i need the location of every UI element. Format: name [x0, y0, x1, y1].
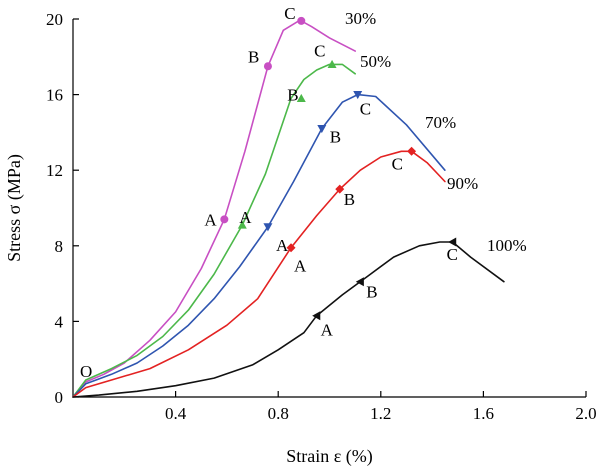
point-label-b: B	[366, 283, 377, 302]
x-tick-label: 0.8	[268, 404, 289, 423]
point-marker-b	[263, 62, 272, 71]
x-axis-title: Strain ε (%)	[286, 446, 373, 467]
point-marker-c	[353, 91, 363, 100]
point-marker-a	[220, 215, 229, 224]
series-label: 90%	[447, 174, 478, 193]
point-label-a: A	[321, 321, 334, 340]
series-label: 50%	[360, 52, 391, 71]
point-label-c: C	[447, 245, 458, 264]
point-label-c: C	[284, 4, 295, 23]
series-100pct	[72, 237, 505, 398]
point-marker-c	[297, 16, 306, 25]
series-50pct	[72, 59, 356, 398]
point-label-b: B	[248, 47, 259, 66]
point-marker-c	[448, 237, 457, 247]
x-tick-label: 2.0	[575, 404, 596, 423]
series-line	[72, 63, 356, 398]
series-label: 100%	[487, 236, 527, 255]
point-marker-b	[296, 93, 306, 102]
series-group	[72, 16, 505, 398]
y-tick-label: 20	[46, 10, 63, 29]
point-marker-b	[335, 184, 345, 194]
axes: 0.4 0.8 1.2 1.6 2.0 0 4 8 12 16 20	[46, 10, 597, 423]
y-tick-label: 0	[55, 388, 64, 407]
point-marker-a	[263, 223, 273, 232]
point-label-a: A	[204, 210, 217, 229]
point-marker-c	[407, 146, 417, 156]
x-tick-label: 1.2	[370, 404, 391, 423]
point-label-c: C	[314, 41, 325, 60]
point-label-b: B	[330, 128, 341, 147]
series-30pct	[72, 16, 356, 398]
point-marker-a	[312, 311, 321, 321]
point-label-b: B	[344, 190, 355, 209]
series-90pct	[72, 146, 446, 398]
series-line	[72, 150, 446, 398]
point-label-b: B	[287, 85, 298, 104]
point-label-a: A	[294, 257, 307, 276]
point-marker-b	[355, 277, 364, 287]
origin-label: O	[80, 362, 92, 381]
series-line	[72, 93, 446, 398]
point-marker-a	[286, 243, 296, 253]
x-tick-label: 0.4	[165, 404, 187, 423]
series-70pct	[72, 91, 446, 398]
point-marker-b	[317, 125, 327, 134]
y-tick-label: 4	[55, 312, 64, 331]
y-axis-title: Stress σ (MPa)	[4, 154, 25, 262]
y-tick-label: 8	[55, 237, 64, 256]
point-label-a: A	[276, 236, 289, 255]
x-tick-label: 1.6	[473, 404, 494, 423]
series-line	[72, 20, 356, 398]
point-label-c: C	[392, 154, 403, 173]
series-line	[72, 241, 505, 398]
point-label-a: A	[239, 208, 252, 227]
point-label-c: C	[360, 100, 371, 119]
point-marker-c	[327, 59, 337, 68]
y-tick-label: 12	[46, 161, 63, 180]
point-marker-a	[237, 220, 247, 229]
series-label: 70%	[425, 113, 456, 132]
y-tick-label: 16	[46, 86, 63, 105]
series-label: 30%	[345, 9, 376, 28]
